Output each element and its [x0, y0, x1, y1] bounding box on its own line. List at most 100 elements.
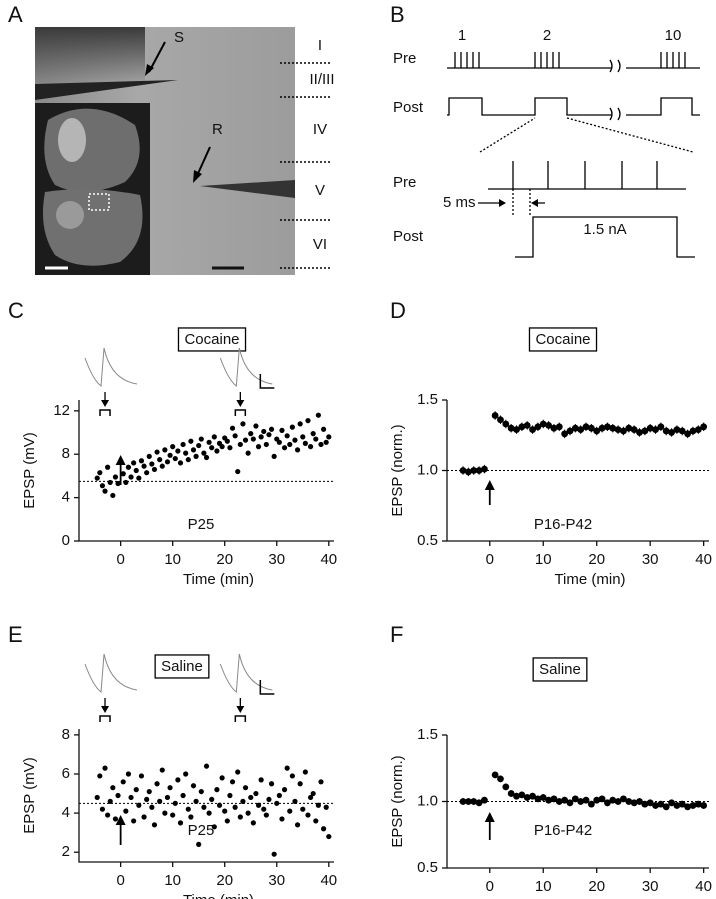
- data-point: [149, 804, 155, 810]
- data-point: [598, 424, 606, 432]
- data-point: [151, 466, 158, 473]
- x-tick-label: 10: [164, 872, 181, 889]
- epsp-trace: [84, 347, 138, 387]
- data-point: [326, 434, 332, 440]
- data-point: [170, 444, 176, 450]
- data-point: [513, 792, 520, 800]
- data-point: [133, 467, 139, 474]
- data-point: [167, 452, 173, 458]
- data-point: [587, 424, 595, 432]
- data-point: [136, 475, 142, 481]
- data-point: [94, 475, 100, 481]
- data-point: [636, 429, 643, 436]
- data-point: [209, 796, 215, 803]
- data-point: [232, 433, 238, 439]
- x-tick-label: 40: [320, 872, 337, 889]
- data-point: [657, 423, 665, 431]
- data-point: [196, 841, 202, 847]
- data-point: [219, 775, 225, 781]
- electrode-label: R: [212, 121, 223, 138]
- data-point: [229, 425, 236, 431]
- data-point: [175, 448, 181, 454]
- x-tick-label: 20: [588, 551, 605, 568]
- data-point: [258, 434, 264, 440]
- data-point: [128, 474, 134, 480]
- data-point: [668, 429, 675, 436]
- data-point: [318, 779, 324, 785]
- data-point: [513, 426, 520, 434]
- x-tick-label: 40: [695, 551, 712, 568]
- panel-label: A: [8, 2, 23, 27]
- data-point: [177, 820, 184, 826]
- current-label: 1.5 nA: [583, 221, 626, 238]
- data-point: [609, 424, 617, 432]
- data-point: [224, 438, 230, 444]
- data-point: [534, 423, 542, 431]
- data-point: [190, 783, 197, 789]
- x-tick-label: 40: [695, 878, 712, 895]
- data-point: [620, 795, 627, 803]
- data-point: [136, 802, 142, 808]
- data-point: [141, 814, 147, 820]
- data-point: [138, 773, 145, 779]
- data-point: [222, 808, 228, 814]
- panel-label: D: [390, 298, 406, 323]
- data-point: [320, 826, 327, 832]
- data-point: [694, 800, 702, 808]
- y-axis-label: EPSP (mV): [21, 757, 38, 833]
- data-point: [229, 779, 236, 785]
- y-tick-label: 1.0: [417, 792, 438, 809]
- x-tick-label: 10: [535, 551, 552, 568]
- data-point: [318, 441, 324, 448]
- layer-label: V: [315, 182, 325, 199]
- data-point: [214, 787, 220, 793]
- data-point: [271, 851, 277, 857]
- x-tick-label: 30: [268, 551, 285, 568]
- data-point: [294, 447, 301, 453]
- data-point: [630, 799, 638, 807]
- data-point: [157, 457, 163, 463]
- data-point: [300, 434, 306, 440]
- data-point: [652, 426, 659, 434]
- x-tick-label: 0: [486, 878, 494, 895]
- x-tick-label: 0: [486, 551, 494, 568]
- data-point: [475, 467, 483, 474]
- data-point: [237, 814, 243, 820]
- data-point: [227, 445, 233, 451]
- data-point: [305, 418, 311, 424]
- data-point: [307, 444, 314, 450]
- annotation: P25: [188, 822, 215, 839]
- chart-title: Saline: [161, 658, 203, 675]
- data-point: [545, 421, 552, 429]
- data-point: [289, 773, 295, 779]
- data-point: [518, 423, 526, 431]
- data-point: [320, 426, 327, 432]
- train-number: 2: [543, 27, 551, 44]
- annotation: P25: [188, 516, 215, 533]
- data-point: [614, 426, 622, 434]
- data-point: [242, 437, 249, 443]
- y-tick-label: 0.5: [417, 859, 438, 876]
- scale-bar: [259, 374, 275, 389]
- data-point: [279, 816, 285, 822]
- data-point: [144, 796, 150, 803]
- data-point: [620, 427, 627, 435]
- data-point: [507, 790, 515, 797]
- data-point: [157, 798, 163, 804]
- layer-label: II/III: [309, 71, 334, 88]
- x-axis-label: Time (min): [183, 892, 254, 899]
- data-point: [507, 424, 515, 432]
- data-point: [248, 794, 254, 801]
- y-axis-label: EPSP (mV): [21, 432, 38, 508]
- data-point: [475, 799, 483, 807]
- data-point: [276, 792, 282, 799]
- data-point: [180, 441, 186, 448]
- row-label: Pre: [393, 50, 416, 67]
- data-point: [206, 810, 212, 816]
- stimulus-arrowhead: [115, 815, 126, 825]
- data-point: [164, 459, 171, 465]
- data-point: [662, 803, 670, 811]
- data-point: [481, 796, 488, 804]
- data-point: [203, 763, 210, 769]
